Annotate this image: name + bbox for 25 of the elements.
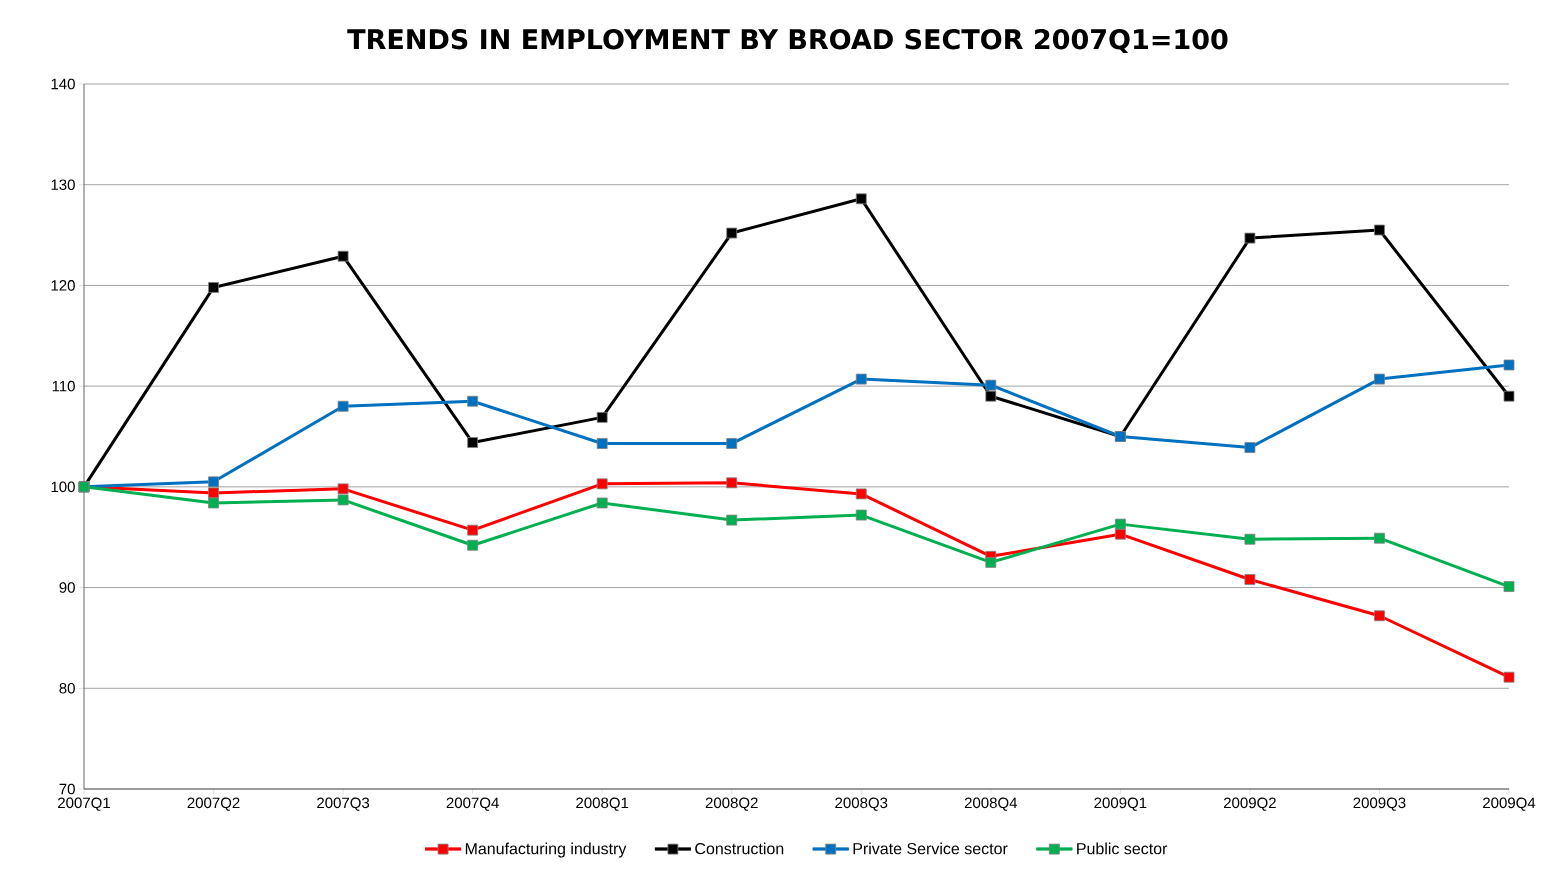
x-tick-label: 2007Q2 [187, 797, 240, 811]
y-tick-label: 140 [51, 78, 75, 90]
y-tick-label: 80 [59, 682, 75, 694]
x-tick-label: 2008Q3 [835, 797, 888, 811]
x-tick-label: 2009Q3 [1353, 797, 1406, 811]
chart-title: TRENDS IN EMPLOYMENT BY BROAD SECTOR 2007Q1=100 [347, 29, 1228, 53]
x-tick-label: 2007Q1 [58, 797, 110, 811]
x-tick-label: 2009Q4 [1483, 797, 1536, 811]
x-tick-label: 2009Q2 [1223, 797, 1276, 811]
x-tick-label: 2008Q4 [964, 797, 1018, 811]
y-tick-label: 100 [51, 481, 75, 493]
y-tick-label: 90 [59, 582, 75, 593]
x-tick-label: 2009Q1 [1094, 797, 1147, 811]
legend-label: Construction [695, 842, 784, 855]
x-tick-label: 2008Q1 [576, 797, 629, 811]
x-tick-label: 2007Q4 [446, 797, 499, 811]
x-tick-label: 2007Q3 [317, 797, 370, 811]
x-tick-label: 2008Q2 [705, 797, 758, 811]
legend-label: Public sector [1077, 842, 1168, 855]
y-tick-label: 130 [51, 179, 75, 191]
y-tick-label: 120 [51, 280, 75, 291]
legend-label: Private Service sector [853, 842, 1008, 855]
y-tick-label: 70 [59, 783, 75, 795]
legend-label: Manufacturing industry [465, 842, 627, 858]
y-tick-label: 110 [52, 380, 75, 392]
